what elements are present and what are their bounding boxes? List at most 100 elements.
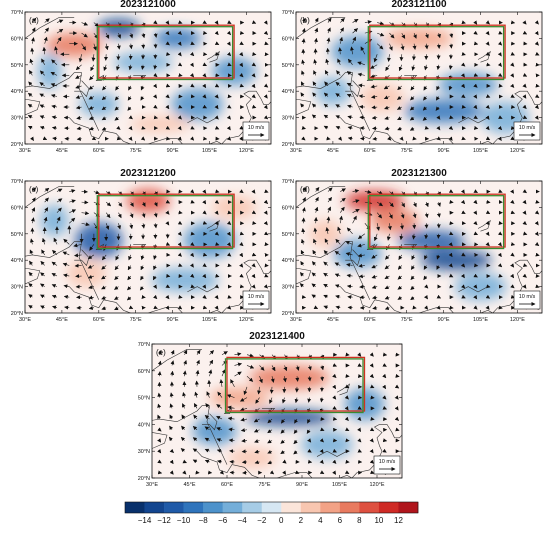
- shading-blob: [46, 33, 102, 57]
- colorbar-tick-label: −6: [218, 516, 228, 525]
- colorbar-tick-label: −4: [238, 516, 248, 525]
- lat-tick-label: 30°N: [282, 285, 294, 291]
- lon-tick-label: 75°E: [259, 482, 271, 488]
- shading-blob: [310, 220, 342, 248]
- colorbar-tick-label: 10: [374, 516, 383, 525]
- colorbar-tick-label: −14: [138, 516, 152, 525]
- shading-blob: [210, 388, 270, 408]
- lat-tick-label: 30°N: [11, 285, 23, 291]
- lat-tick-label: 50°N: [282, 63, 294, 69]
- shading-blob: [334, 240, 382, 268]
- panel-letter: (c): [29, 185, 39, 194]
- lon-tick-label: 90°E: [167, 317, 179, 323]
- colorbar-tick-label: −12: [157, 516, 171, 525]
- colorbar-cell: [320, 502, 340, 513]
- lat-tick-label: 20°N: [11, 142, 23, 148]
- shading-blob: [151, 268, 219, 292]
- colorbar-cell: [340, 502, 360, 513]
- shading-blob: [420, 250, 492, 270]
- colorbar-cell: [125, 502, 145, 513]
- shading-blob: [96, 19, 140, 37]
- reference-vector-label: 10 m/s: [379, 459, 396, 465]
- lon-tick-label: 30°E: [290, 148, 302, 154]
- shading-blob: [455, 273, 507, 301]
- panel-letter: (e): [156, 348, 166, 357]
- colorbar-tick-label: 6: [338, 516, 343, 525]
- colorbar-cell: [262, 502, 282, 513]
- reference-vector-legend: 10 m/s: [514, 291, 540, 309]
- reference-vector-legend: 10 m/s: [374, 456, 400, 474]
- lat-tick-label: 60°N: [282, 205, 294, 211]
- panel-title: 2023121200: [120, 168, 176, 179]
- reference-vector-label: 10 m/s: [248, 294, 265, 300]
- lon-tick-label: 75°E: [401, 148, 413, 154]
- shading-blob: [171, 88, 223, 120]
- lon-tick-label: 45°E: [56, 317, 68, 323]
- colorbar-tick-label: 2: [299, 516, 304, 525]
- lon-tick-label: 30°E: [19, 317, 31, 323]
- shading-blob: [126, 189, 170, 213]
- lat-tick-label: 40°N: [11, 258, 23, 264]
- panel-title: 2023121400: [249, 331, 305, 342]
- colorbar-tick-label: −10: [177, 516, 191, 525]
- lat-tick-label: 30°N: [282, 116, 294, 122]
- lat-tick-label: 40°N: [11, 89, 23, 95]
- shading-blob: [360, 84, 404, 112]
- lon-tick-label: 75°E: [130, 148, 142, 154]
- lon-tick-label: 105°E: [332, 482, 347, 488]
- lon-tick-label: 120°E: [239, 148, 254, 154]
- panel-title: 2023121000: [120, 0, 176, 10]
- reference-vector-label: 10 m/s: [248, 125, 265, 131]
- lon-tick-label: 30°E: [19, 148, 31, 154]
- lon-tick-label: 120°E: [510, 317, 525, 323]
- colorbar-tick-label: 0: [279, 516, 284, 525]
- lon-tick-label: 30°E: [146, 482, 158, 488]
- colorbar-tick-label: 8: [357, 516, 362, 525]
- lon-tick-label: 45°E: [327, 148, 339, 154]
- lon-tick-label: 120°E: [239, 317, 254, 323]
- lon-tick-label: 90°E: [296, 482, 308, 488]
- panel-title: 2023121100: [391, 0, 447, 10]
- shading-blob: [438, 73, 498, 97]
- lon-tick-label: 120°E: [369, 482, 384, 488]
- lon-tick-label: 60°E: [221, 482, 233, 488]
- shading-blob: [385, 28, 453, 48]
- lon-tick-label: 45°E: [184, 482, 196, 488]
- colorbar-tick-label: 4: [318, 516, 323, 525]
- lat-tick-label: 60°N: [11, 36, 23, 42]
- lon-tick-label: 90°E: [167, 148, 179, 154]
- lat-tick-label: 60°N: [11, 205, 23, 211]
- lon-tick-label: 90°E: [438, 148, 450, 154]
- lat-tick-label: 40°N: [138, 422, 150, 428]
- lat-tick-label: 60°N: [138, 369, 150, 375]
- lon-tick-label: 105°E: [473, 317, 488, 323]
- lon-tick-label: 75°E: [401, 317, 413, 323]
- reference-vector-legend: 10 m/s: [243, 122, 269, 140]
- panel-letter: (a): [29, 16, 39, 25]
- reference-vector-label: 10 m/s: [519, 125, 536, 131]
- colorbar-tick-label: −8: [199, 516, 209, 525]
- colorbar-cell: [242, 502, 262, 513]
- lon-tick-label: 60°E: [93, 317, 105, 323]
- shading-blob: [193, 417, 237, 445]
- colorbar-cell: [359, 502, 379, 513]
- lon-tick-label: 60°E: [93, 148, 105, 154]
- map-panel-e: 2023121400 (e) 10 m/s 30°E 45°E 60°E 75°E 90°E 1…: [138, 331, 402, 488]
- colorbar-cell: [145, 502, 165, 513]
- colorbar-cell: [379, 502, 399, 513]
- lat-tick-label: 70°N: [282, 10, 294, 16]
- lat-tick-label: 40°N: [282, 258, 294, 264]
- colorbar-cell: [203, 502, 223, 513]
- lon-tick-label: 30°E: [290, 317, 302, 323]
- colorbar-cell: [281, 502, 301, 513]
- lon-tick-label: 45°E: [327, 317, 339, 323]
- shading-blob: [228, 448, 276, 468]
- lat-tick-label: 30°N: [11, 116, 23, 122]
- lat-tick-label: 50°N: [11, 63, 23, 69]
- shading-blob: [370, 209, 418, 233]
- shading-blob: [79, 92, 119, 116]
